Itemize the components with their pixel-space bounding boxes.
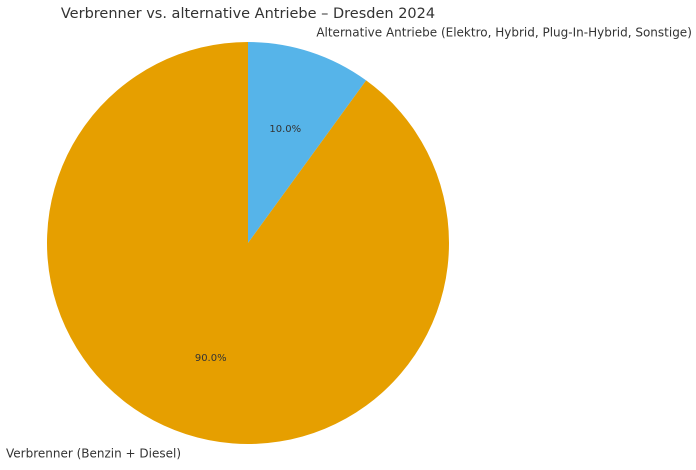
pie-slice-1 bbox=[46, 42, 449, 444]
pie-category-label-0: Alternative Antriebe (Elektro, Hybrid, P… bbox=[316, 26, 692, 40]
pie-slices bbox=[46, 42, 449, 444]
pie-pct-label-0: 10.0% bbox=[269, 124, 301, 135]
pie-labels: 10.0% Alternative Antriebe (Elektro, Hybr… bbox=[6, 26, 692, 461]
pie-slice-0 bbox=[248, 42, 367, 243]
pie-category-label-1: Verbrenner (Benzin + Diesel) bbox=[6, 446, 181, 460]
chart-title: Verbrenner vs. alternative Antriebe – Dr… bbox=[61, 6, 435, 22]
pie-pct-label-1: 90.0% bbox=[195, 353, 227, 364]
